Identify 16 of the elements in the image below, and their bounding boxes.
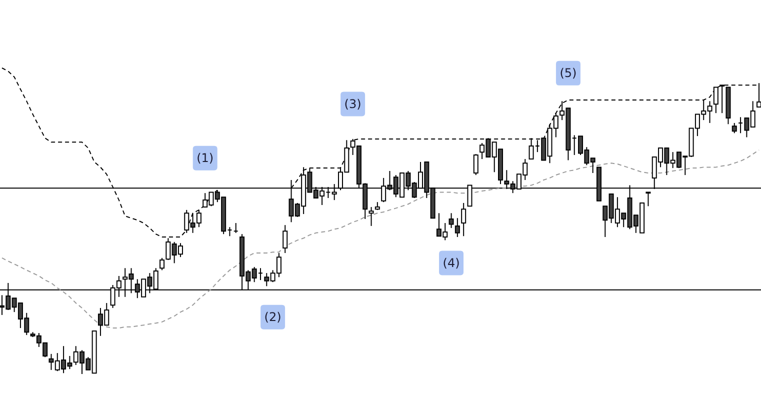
candlestick <box>448 212 454 228</box>
text: (4) <box>442 256 460 270</box>
candlestick <box>713 86 718 114</box>
candlestick <box>646 192 651 207</box>
candlestick <box>160 257 165 271</box>
candlestick <box>461 202 466 237</box>
candlestick <box>368 206 374 226</box>
candlestick <box>454 218 460 238</box>
text: (2) <box>264 310 282 324</box>
text: (5) <box>560 66 577 80</box>
candlestick <box>282 224 288 254</box>
candlestick <box>720 84 725 114</box>
text: (1) <box>196 151 214 166</box>
candlestick <box>473 154 478 176</box>
candlestick <box>732 122 737 134</box>
text: (3) <box>344 96 362 111</box>
